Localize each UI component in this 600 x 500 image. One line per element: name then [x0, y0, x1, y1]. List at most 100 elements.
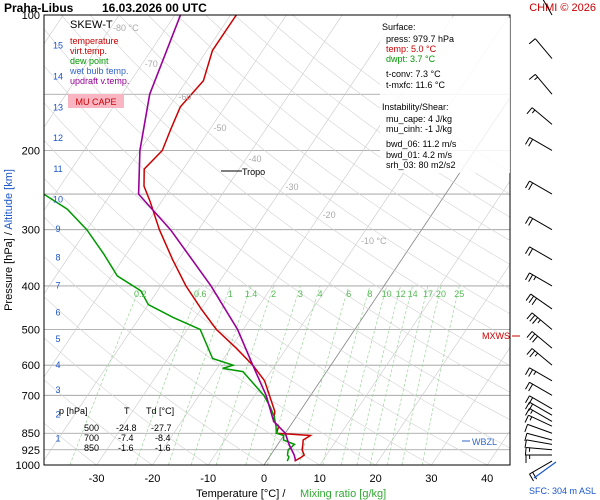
- isotherm-label: -70: [145, 59, 158, 69]
- sfc-label: SFC: 304 m ASL: [529, 486, 596, 496]
- srh-03-value: srh_03: 80 m2/s2: [386, 160, 456, 170]
- axis-labels: 1002003004005006007008509251000123456789…: [3, 10, 493, 500]
- x-axis-label: Temperature [°C] /: [196, 488, 286, 500]
- instability-title: Instability/Shear:: [382, 102, 449, 112]
- dry-adiabat: [44, 28, 510, 393]
- surface-title: Surface:: [382, 22, 416, 32]
- isotherm-line: [44, 15, 287, 378]
- wind-barb: [528, 73, 553, 95]
- x-tick-label: -10: [200, 473, 216, 485]
- mixing-ratio-label: 20: [436, 289, 446, 299]
- mixing-ratio-line: [340, 285, 388, 465]
- mixing-ratio-line: [69, 285, 141, 465]
- profile-lines: [44, 15, 313, 462]
- surface-info: Surface: press: 979.7 hPa temp: 5.0 °C d…: [380, 18, 510, 173]
- table-header-td: Td [°C]: [146, 406, 174, 416]
- surface-temp: temp: 5.0 °C: [386, 44, 437, 54]
- y-tick-altitude: 13: [53, 102, 63, 112]
- bwd-01-value: bwd_01: 4.2 m/s: [386, 150, 453, 160]
- wind-barb: [525, 381, 553, 396]
- mixing-ratio-label: 0.6: [194, 289, 207, 299]
- x-axis-label-2: Mixing ratio [g/kg]: [300, 488, 386, 500]
- mixing-ratio-label: 3: [298, 289, 303, 299]
- wind-barb: [526, 107, 553, 125]
- table-row: 700: [84, 433, 99, 443]
- dry-adiabat: [44, 255, 320, 465]
- isotherm-label: -80 °C: [113, 23, 139, 33]
- x-tick-label: 20: [369, 473, 381, 485]
- dry-adiabat: [205, 15, 510, 241]
- mixing-ratio-label: 8: [367, 289, 372, 299]
- wind-barb: [525, 407, 553, 422]
- wind-barb: [525, 216, 553, 231]
- wind-barb: [525, 180, 553, 195]
- dry-adiabat: [44, 379, 153, 465]
- surface-tmxfc: t-mxfc: 11.6 °C: [386, 80, 445, 90]
- dry-adiabat: [44, 337, 209, 465]
- wind-barb: [526, 331, 553, 349]
- legend-item-temperature: temperature: [70, 36, 119, 46]
- y-tick-altitude: 11: [53, 164, 62, 174]
- wind-barb: [529, 460, 553, 482]
- isotherm-label: -30: [286, 182, 299, 192]
- mixing-ratio-line: [267, 285, 321, 465]
- wind-barb: [524, 432, 553, 442]
- y-tick-altitude: 3: [55, 385, 60, 395]
- y-tick-altitude: 12: [53, 133, 63, 143]
- dry-adiabat: [234, 15, 510, 218]
- isotherm-line: [319, 180, 510, 465]
- wind-barb: [525, 137, 553, 151]
- wind-barb: [525, 367, 553, 382]
- y-tick-altitude: 14: [53, 72, 63, 82]
- table-row: -8.4: [155, 433, 171, 443]
- mixing-ratio-line: [356, 285, 401, 465]
- tropo-label: Tropo: [242, 167, 265, 177]
- y-tick-pressure: 200: [22, 145, 40, 157]
- table-header-p: p [hPa]: [59, 406, 88, 416]
- wind-barb: [525, 246, 553, 261]
- legend-item-wet-bulb: wet bulb temp.: [69, 66, 129, 76]
- mixing-ratio-label: 1: [228, 289, 233, 299]
- mixing-ratio-label: 14: [408, 289, 418, 299]
- wind-barb: [528, 38, 553, 59]
- zero-isotherm: [263, 97, 510, 465]
- mixing-ratio-line: [387, 285, 429, 465]
- isotherm-label: -50: [213, 123, 226, 133]
- mixing-ratio-line: [190, 285, 252, 465]
- mu-cinh-value: mu_cinh: -1 J/kg: [386, 124, 452, 134]
- isotherm-line: [44, 15, 176, 211]
- mixing-ratio-label: 17: [423, 289, 433, 299]
- y-tick-pressure: 100: [22, 10, 40, 22]
- x-tick-label: 0: [261, 473, 267, 485]
- mixing-ratio-label: 10: [382, 289, 392, 299]
- wind-barb: [524, 439, 553, 448]
- y-tick-altitude: 9: [55, 224, 60, 234]
- mixing-ratio-line: [421, 285, 460, 465]
- wind-barb: [542, 0, 553, 16]
- grid-lines: [44, 15, 510, 465]
- table-row: -1.6: [118, 443, 134, 453]
- y-tick-pressure: 400: [22, 281, 40, 293]
- legend-title: SKEW-T: [70, 19, 113, 31]
- isotherm-label: -40: [248, 154, 261, 164]
- mu-cape-value: mu_cape: 4 J/kg: [386, 114, 452, 124]
- wind-barb: [525, 293, 553, 310]
- surface-press: press: 979.7 hPa: [386, 34, 454, 44]
- table-header-t: T: [124, 406, 130, 416]
- table-row: -27.7: [151, 423, 172, 433]
- mixing-ratio-label: 0.2: [134, 289, 147, 299]
- mixing-ratio-line: [168, 285, 231, 465]
- dry-adiabat: [44, 296, 265, 465]
- y-tick-altitude: 7: [55, 281, 60, 291]
- dry-adiabat: [44, 422, 97, 465]
- series-line-temperature: [143, 15, 313, 462]
- legend-item-updraft: updraft v.temp.: [70, 76, 129, 86]
- isotherm-line: [375, 263, 510, 465]
- mixing-ratio-line: [135, 285, 201, 465]
- mu-cape-label: MU CAPE: [75, 97, 116, 107]
- y-axis-label: Pressure [hPa] / Altitude [km]: [3, 169, 15, 311]
- y-tick-pressure: 500: [22, 325, 40, 337]
- y-tick-pressure: 300: [22, 225, 40, 237]
- table-row: -1.6: [155, 443, 171, 453]
